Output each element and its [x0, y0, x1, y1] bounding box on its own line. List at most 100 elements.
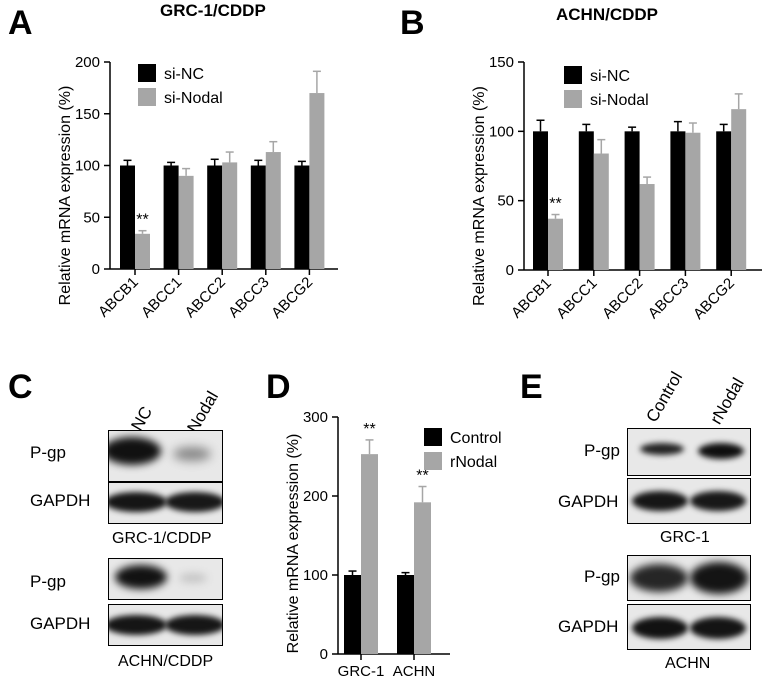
blot-band	[173, 447, 211, 461]
blot-band	[690, 562, 748, 594]
blot-band	[109, 437, 161, 465]
bar	[120, 165, 135, 269]
bar	[222, 162, 238, 269]
panel-b-title: ACHN/CDDP	[556, 5, 658, 24]
bar	[265, 152, 281, 269]
bar	[207, 165, 223, 269]
bar	[250, 165, 266, 269]
blot-band	[165, 492, 222, 512]
x-tick-label: ABCC1	[553, 275, 600, 322]
y-tick-label: 50	[83, 209, 100, 226]
y-tick-label: 200	[75, 54, 100, 71]
bar	[578, 131, 594, 270]
blot-c-row-gapdh-2: GAPDH	[30, 614, 91, 633]
bar	[163, 165, 179, 269]
blot-c-row-pgp-1: P-gp	[30, 443, 66, 462]
legend-swatch	[138, 88, 156, 106]
bar	[344, 575, 361, 654]
legend-label: si-NC	[590, 68, 630, 85]
bar	[135, 233, 150, 269]
blot-e-row-gapdh-1: GAPDH	[558, 492, 619, 511]
blot-e-gapdh-2	[627, 604, 751, 650]
y-tick-label: 0	[320, 646, 328, 663]
legend-swatch	[424, 428, 442, 446]
x-tick-label: ACHN	[393, 663, 436, 676]
blot-c-row-pgp-2: P-gp	[30, 572, 66, 591]
y-axis-label: Relative mRNA expression (%)	[471, 86, 488, 306]
blot-band	[630, 564, 688, 592]
blot-c-pgp-2	[108, 558, 223, 600]
bar	[685, 132, 701, 270]
y-tick-label: 0	[92, 261, 100, 278]
blot-e-caption-1: GRC-1	[660, 529, 710, 546]
blot-band	[632, 491, 688, 511]
significance-label: **	[549, 196, 561, 213]
legend-label: si-NC	[164, 66, 204, 83]
blot-e-row-pgp-1: P-gp	[584, 441, 620, 460]
panel-letter-b: B	[400, 4, 425, 42]
x-tick-label: GRC-1	[338, 663, 385, 676]
bar	[414, 502, 431, 654]
y-tick-label: 150	[489, 54, 514, 71]
y-tick-label: 150	[75, 106, 100, 123]
x-tick-label: ABCC3	[225, 274, 272, 321]
bar	[533, 131, 548, 270]
blot-band	[109, 615, 167, 635]
significance-label: **	[136, 212, 148, 229]
blot-c-pgp-1	[108, 430, 223, 482]
significance-label: **	[416, 468, 428, 485]
y-tick-label: 0	[506, 262, 514, 279]
blot-e-pgp-2	[627, 555, 751, 601]
legend-swatch	[138, 64, 156, 82]
bar	[294, 165, 310, 269]
bar	[178, 175, 194, 269]
legend-label: si-Nodal	[590, 92, 649, 109]
legend-label: Control	[450, 430, 502, 447]
blot-e-row-pgp-2: P-gp	[584, 567, 620, 586]
bar	[397, 575, 414, 654]
blot-band	[632, 617, 688, 639]
blot-e-pgp-1	[627, 428, 751, 476]
x-tick-label: ABCG2	[690, 275, 738, 323]
blot-band	[698, 443, 744, 459]
blot-band	[115, 565, 167, 589]
bar	[670, 131, 686, 270]
y-tick-label: 200	[303, 488, 328, 505]
blot-band	[690, 617, 746, 639]
bar	[716, 131, 732, 270]
legend-label: rNodal	[450, 454, 497, 471]
lane-label-rnodal: rNodal	[706, 374, 748, 428]
y-tick-label: 50	[497, 193, 514, 210]
panel-a-title: GRC-1/CDDP	[160, 1, 266, 20]
blot-band	[165, 615, 222, 635]
blot-c-gapdh-1	[108, 482, 223, 524]
blot-band	[640, 443, 684, 455]
y-tick-label: 100	[303, 567, 328, 584]
bar	[731, 109, 747, 270]
blot-e-caption-2: ACHN	[665, 655, 711, 672]
panel-letter-a: A	[8, 4, 33, 42]
significance-label: **	[363, 421, 375, 438]
x-tick-label: ABCG2	[268, 274, 316, 322]
blot-e-row-gapdh-2: GAPDH	[558, 617, 619, 636]
x-tick-label: ABCC2	[599, 275, 646, 322]
legend-label: si-Nodal	[164, 90, 223, 107]
bar	[309, 93, 325, 269]
blot-c-caption-1: GRC-1/CDDP	[112, 530, 212, 547]
blot-e-gapdh-1	[627, 478, 751, 524]
bar	[593, 153, 609, 270]
y-tick-label: 300	[303, 409, 328, 426]
blot-band	[690, 491, 746, 511]
blot-c-row-gapdh-1: GAPDH	[30, 491, 91, 510]
y-axis-label: Relative mRNA expression (%)	[57, 86, 74, 306]
y-tick-label: 100	[75, 158, 100, 175]
y-tick-label: 100	[489, 123, 514, 140]
legend-swatch	[564, 90, 582, 108]
legend-swatch	[424, 452, 442, 470]
y-axis-label: Relative mRNA expression (%)	[285, 434, 302, 654]
x-tick-label: ABCB1	[508, 275, 555, 322]
x-tick-label: ABCB1	[95, 274, 142, 321]
x-tick-label: ABCC1	[138, 274, 185, 321]
